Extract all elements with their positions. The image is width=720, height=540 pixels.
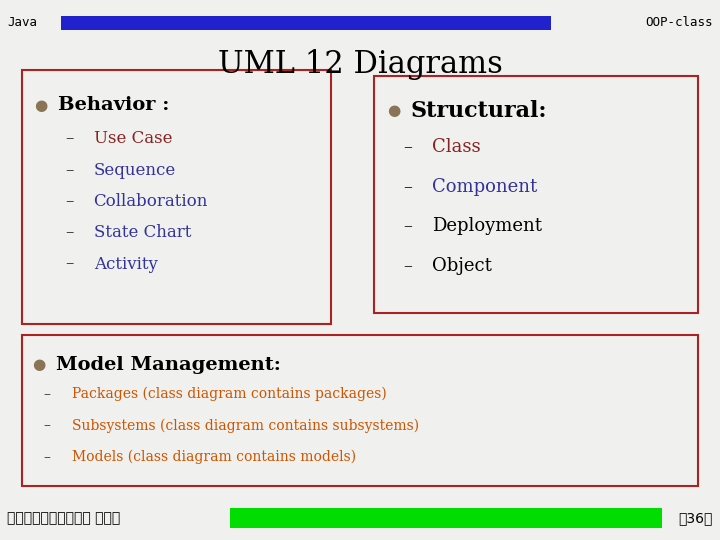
Text: –: – bbox=[43, 418, 50, 433]
Text: Activity: Activity bbox=[94, 255, 158, 273]
Text: –: – bbox=[403, 256, 412, 275]
Text: 第36頁: 第36頁 bbox=[678, 511, 713, 525]
Text: –: – bbox=[65, 161, 73, 179]
Text: –: – bbox=[65, 130, 73, 147]
Text: –: – bbox=[65, 224, 73, 241]
Text: –: – bbox=[403, 217, 412, 235]
Text: Class: Class bbox=[432, 138, 481, 157]
Text: ●: ● bbox=[387, 103, 400, 118]
Text: Model Management:: Model Management: bbox=[56, 355, 281, 374]
Text: Java: Java bbox=[7, 16, 37, 30]
Text: Collaboration: Collaboration bbox=[94, 193, 208, 210]
Text: Packages (class diagram contains packages): Packages (class diagram contains package… bbox=[72, 387, 387, 401]
Text: –: – bbox=[65, 193, 73, 210]
Text: Subsystems (class diagram contains subsystems): Subsystems (class diagram contains subsy… bbox=[72, 418, 419, 433]
Text: ●: ● bbox=[35, 98, 48, 113]
Text: Use Case: Use Case bbox=[94, 130, 172, 147]
Text: State Chart: State Chart bbox=[94, 224, 191, 241]
Bar bbox=[61, 16, 551, 30]
Text: Object: Object bbox=[432, 256, 492, 275]
Text: –: – bbox=[65, 255, 73, 273]
Text: ●: ● bbox=[32, 357, 45, 372]
Text: Behavior :: Behavior : bbox=[58, 96, 169, 114]
Text: OOP-class: OOP-class bbox=[645, 16, 713, 30]
Text: Sequence: Sequence bbox=[94, 161, 176, 179]
Text: Component: Component bbox=[432, 178, 537, 196]
Text: Structural:: Structural: bbox=[410, 100, 547, 122]
Text: –: – bbox=[43, 387, 50, 401]
Bar bbox=[230, 508, 662, 528]
Text: 交通大學資訊工程學系 蕲文能: 交通大學資訊工程學系 蕲文能 bbox=[7, 511, 120, 525]
Text: –: – bbox=[403, 178, 412, 196]
Text: –: – bbox=[43, 450, 50, 464]
Text: Models (class diagram contains models): Models (class diagram contains models) bbox=[72, 450, 356, 464]
Text: UML 12 Diagrams: UML 12 Diagrams bbox=[217, 49, 503, 80]
Text: –: – bbox=[403, 138, 412, 157]
Text: Deployment: Deployment bbox=[432, 217, 542, 235]
